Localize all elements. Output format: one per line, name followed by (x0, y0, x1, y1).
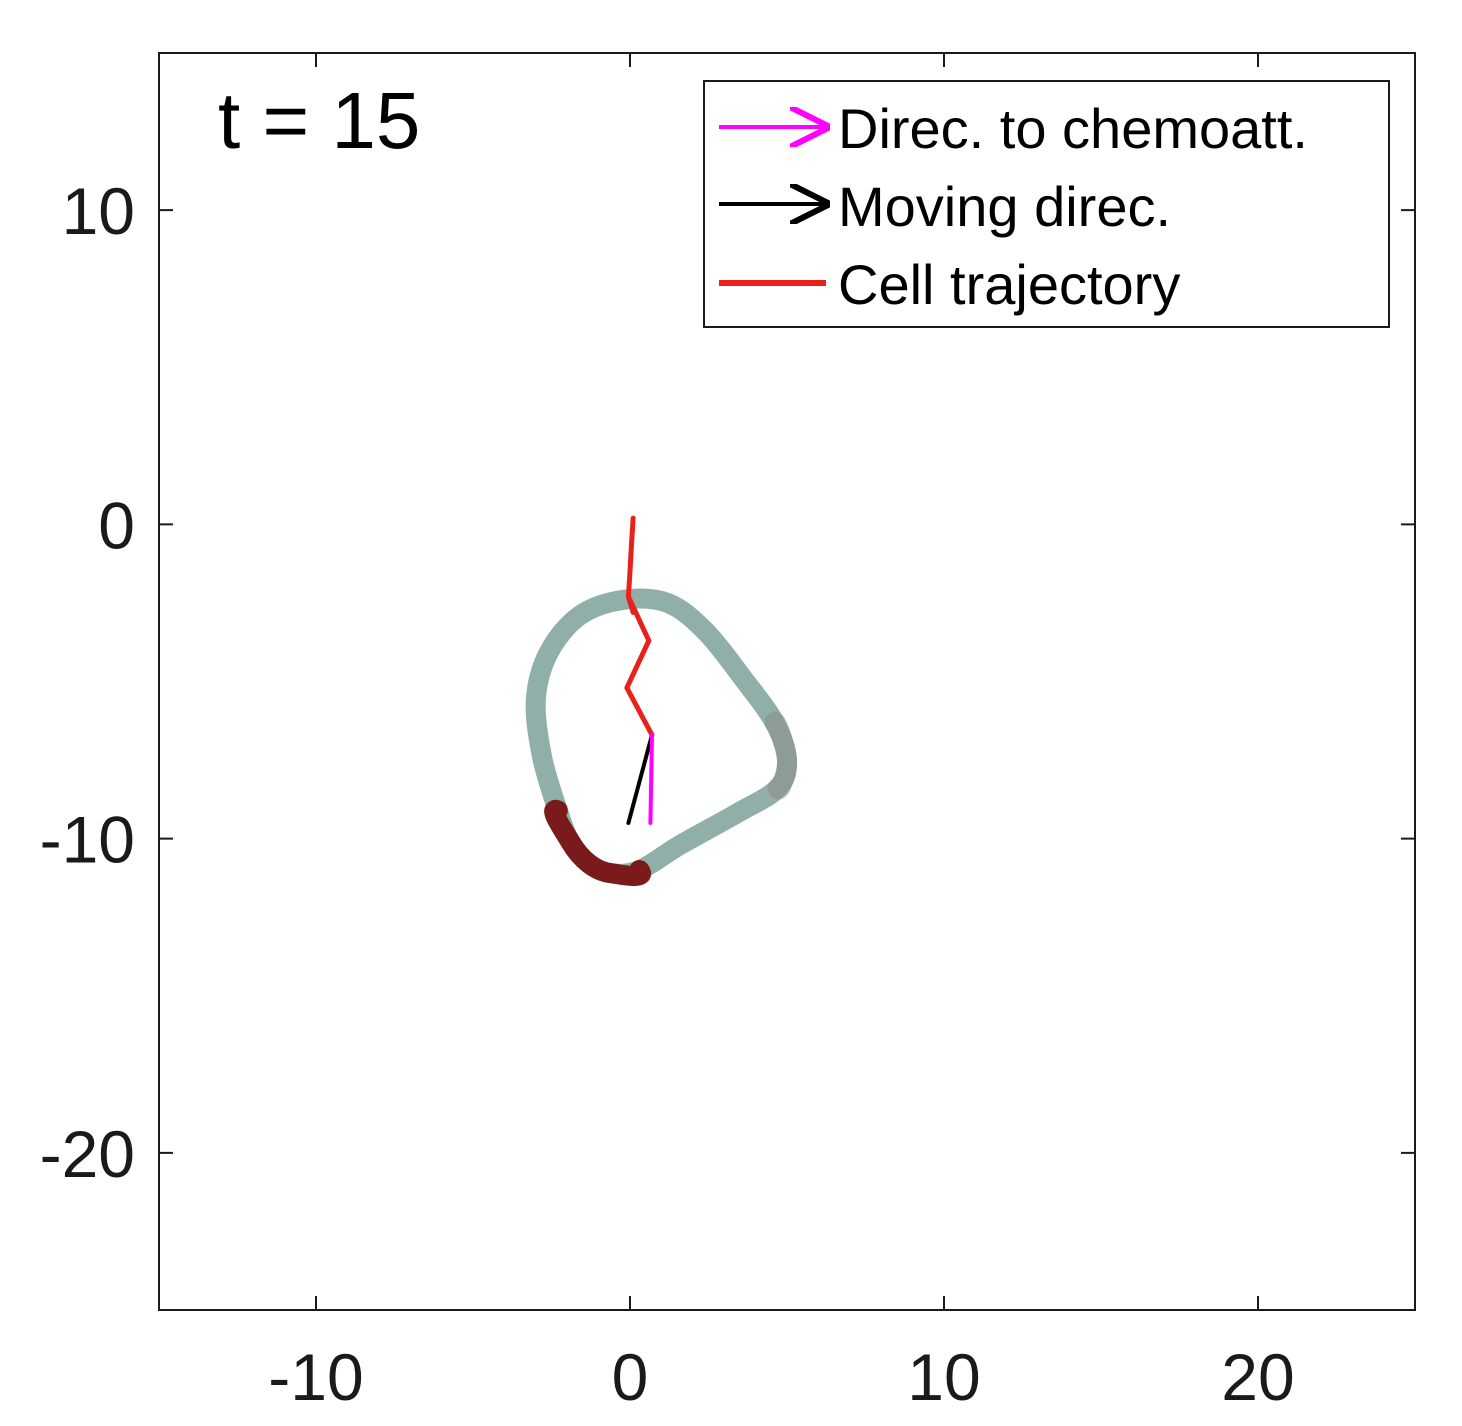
moving-direction-vector (626, 732, 654, 825)
cell-boundary-front-segment (544, 799, 652, 886)
cell-trajectory-line (624, 515, 655, 738)
axis-ticks: -10 0 10 20 10 0 -10 -20 (40, 53, 1415, 1414)
legend-label-trajectory: Cell trajectory (838, 253, 1180, 316)
x-tick-label: 0 (612, 1340, 649, 1414)
y-tick-label: 0 (98, 488, 135, 562)
data-layer (525, 515, 798, 886)
legend-label-moving: Moving direc. (838, 175, 1171, 238)
cell-boundary-side-segment (764, 712, 797, 800)
legend-label-chemoatt: Direc. to chemoatt. (838, 97, 1308, 160)
chemoattractant-direction-vector (648, 732, 654, 825)
y-tick-label: 10 (62, 174, 135, 248)
y-tick-label: -20 (40, 1117, 135, 1191)
x-tick-label: 20 (1221, 1340, 1294, 1414)
y-tick-label: -10 (40, 803, 135, 877)
time-annotation: t = 15 (218, 76, 420, 165)
x-tick-label: 10 (907, 1340, 980, 1414)
legend: Direc. to chemoatt. Moving direc. Cell t… (703, 80, 1390, 328)
x-tick-label: -10 (268, 1340, 363, 1414)
